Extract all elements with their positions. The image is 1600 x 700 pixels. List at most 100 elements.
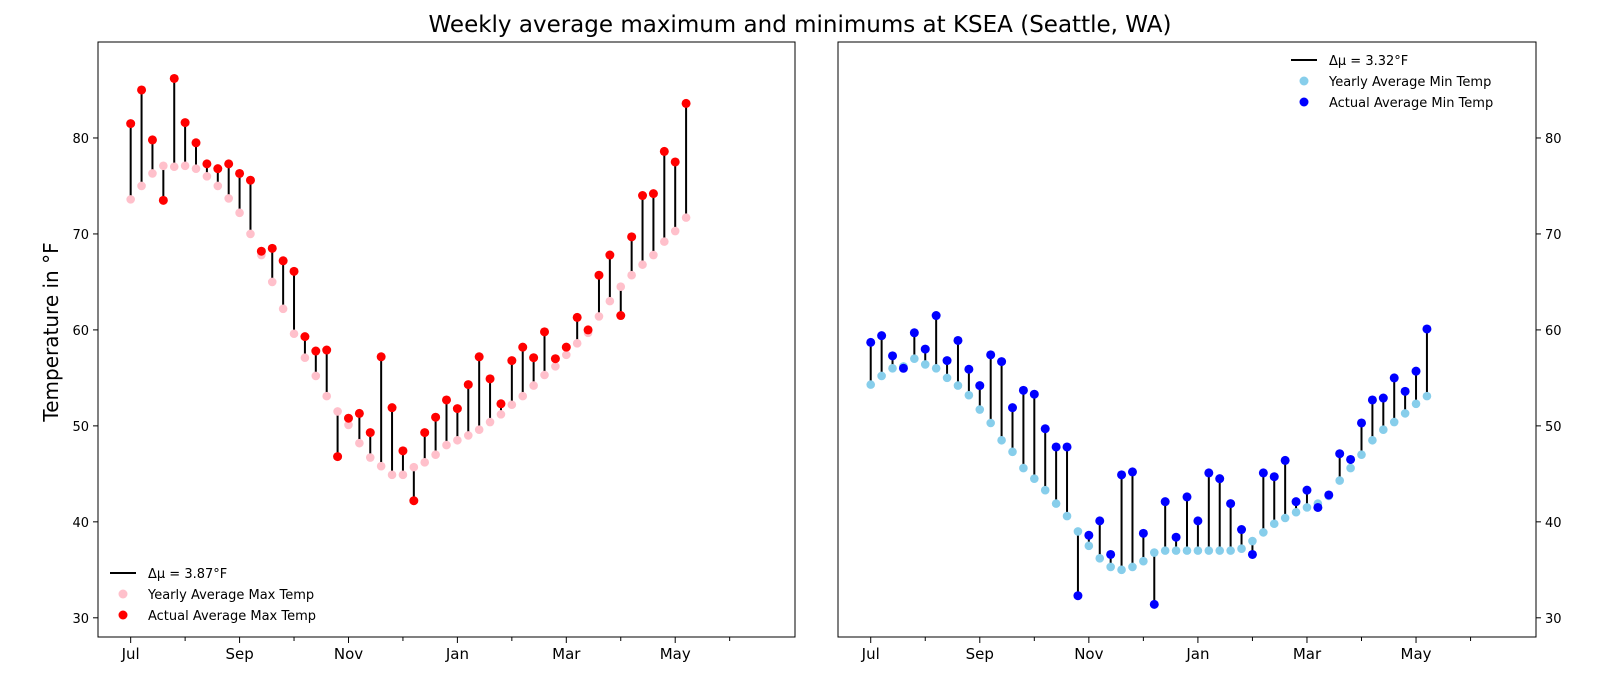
yearly-average-point	[1259, 528, 1268, 537]
yearly-average-point	[1073, 527, 1083, 536]
actual-average-point	[300, 332, 310, 342]
actual-average-point	[431, 412, 441, 422]
actual-average-point	[1258, 468, 1268, 478]
y-tick-label: 80	[72, 132, 89, 147]
yearly-average-point	[1400, 409, 1410, 418]
actual-average-point	[1106, 549, 1116, 559]
yearly-average-point	[1269, 519, 1279, 529]
legend-label: Δμ = 3.32°F	[1329, 54, 1408, 69]
yearly-average-point	[616, 282, 626, 292]
yearly-average-point	[191, 164, 201, 173]
yearly-average-point	[561, 350, 571, 360]
actual-average-point	[333, 452, 343, 462]
actual-average-point	[267, 243, 277, 253]
actual-average-point	[1280, 455, 1290, 465]
yearly-average-point	[1422, 391, 1432, 401]
actual-average-point	[256, 246, 266, 256]
actual-average-point	[1226, 499, 1236, 509]
yearly-average-point	[953, 381, 963, 390]
yearly-average-point	[1062, 511, 1072, 521]
yearly-average-point	[1302, 503, 1312, 512]
actual-average-point	[1171, 532, 1181, 542]
actual-average-point	[561, 342, 571, 352]
yearly-average-point	[1139, 556, 1148, 566]
actual-average-point	[1215, 474, 1225, 484]
yearly-average-point	[289, 329, 299, 339]
actual-average-point	[169, 73, 179, 83]
actual-average-point	[1411, 366, 1421, 376]
y-tick-label: 50	[72, 420, 89, 435]
left-plot-area: 30 40 50 60 70 80 Jul Sep Nov Jan Mar May	[72, 41, 796, 663]
yearly-average-point	[365, 453, 375, 462]
yearly-average-point	[398, 470, 408, 480]
yearly-average-point	[267, 277, 277, 287]
y-tick-label: 80	[1545, 132, 1562, 147]
yearly-average-point	[1051, 499, 1061, 508]
yearly-average-point	[235, 208, 244, 218]
actual-average-point	[1073, 591, 1083, 601]
actual-average-point	[964, 364, 974, 374]
actual-average-point	[986, 350, 996, 360]
yearly-average-point	[1389, 417, 1399, 427]
yearly-average-point	[997, 435, 1006, 445]
x-tick-label: May	[660, 645, 691, 663]
yearly-average-point	[496, 410, 506, 419]
yearly-average-point	[1182, 546, 1192, 555]
actual-average-point	[235, 168, 245, 178]
y-tick-label: 30	[1545, 612, 1562, 627]
actual-average-point	[1084, 530, 1094, 540]
yearly-average-point	[333, 407, 342, 416]
yearly-average-point	[942, 373, 952, 383]
actual-average-point	[583, 325, 593, 335]
actual-average-point	[659, 146, 669, 156]
plot-frame	[97, 41, 796, 638]
yearly-average-point	[1226, 546, 1235, 555]
actual-average-point	[866, 337, 876, 347]
yearly-average-point	[540, 370, 549, 380]
yearly-average-point	[159, 161, 168, 171]
actual-average-point	[398, 446, 408, 456]
yearly-average-point	[1149, 548, 1159, 557]
left-y-axis-label: Temperature in °F	[39, 242, 63, 422]
legend-marker-swatch	[1299, 97, 1309, 107]
yearly-average-point	[1084, 541, 1094, 551]
yearly-average-point	[180, 161, 190, 171]
yearly-average-point	[920, 360, 930, 369]
actual-average-point	[158, 195, 168, 205]
y-tick-label: 60	[72, 324, 89, 339]
left-legend: Δμ = 3.87°F Yearly Average Max Temp Actual…	[110, 567, 316, 624]
yearly-average-point	[529, 381, 538, 390]
actual-average-point	[975, 381, 985, 391]
x-tick-label: Sep	[225, 645, 253, 663]
x-tick-label: Jul	[121, 645, 140, 663]
yearly-average-point	[1280, 513, 1290, 523]
actual-average-point	[550, 354, 560, 364]
yearly-average-point	[322, 391, 332, 401]
actual-average-point	[638, 191, 648, 201]
yearly-average-point	[224, 194, 233, 203]
legend-label: Actual Average Max Temp	[148, 609, 316, 624]
actual-average-point	[670, 157, 680, 167]
y-tick-label: 70	[72, 228, 89, 243]
actual-average-point	[931, 311, 941, 321]
right-panel-min-temps: 30 40 50 60 70 80 Jul Sep Nov Jan Mar May Δμ = 3.32…	[837, 41, 1562, 663]
right-plot-area: 30 40 50 60 70 80 Jul Sep Nov Jan Mar May	[837, 41, 1562, 663]
x-tick-label: Jan	[1185, 645, 1209, 663]
actual-average-point	[507, 356, 517, 366]
yearly-average-point	[431, 450, 440, 459]
yearly-average-point	[681, 213, 691, 222]
legend-label: Actual Average Min Temp	[1329, 96, 1493, 111]
yearly-average-point	[670, 226, 680, 236]
y-tick-label: 50	[1545, 420, 1562, 435]
actual-average-point	[997, 357, 1007, 367]
legend-label: Δμ = 3.87°F	[148, 567, 227, 582]
yearly-average-point	[1106, 562, 1115, 572]
legend-label: Yearly Average Min Temp	[1328, 75, 1491, 90]
actual-average-point	[1051, 442, 1061, 452]
actual-average-point	[409, 496, 419, 506]
yearly-average-point	[453, 435, 462, 445]
yearly-average-point	[638, 260, 647, 269]
yearly-average-point	[442, 440, 451, 450]
actual-average-point	[572, 312, 582, 322]
